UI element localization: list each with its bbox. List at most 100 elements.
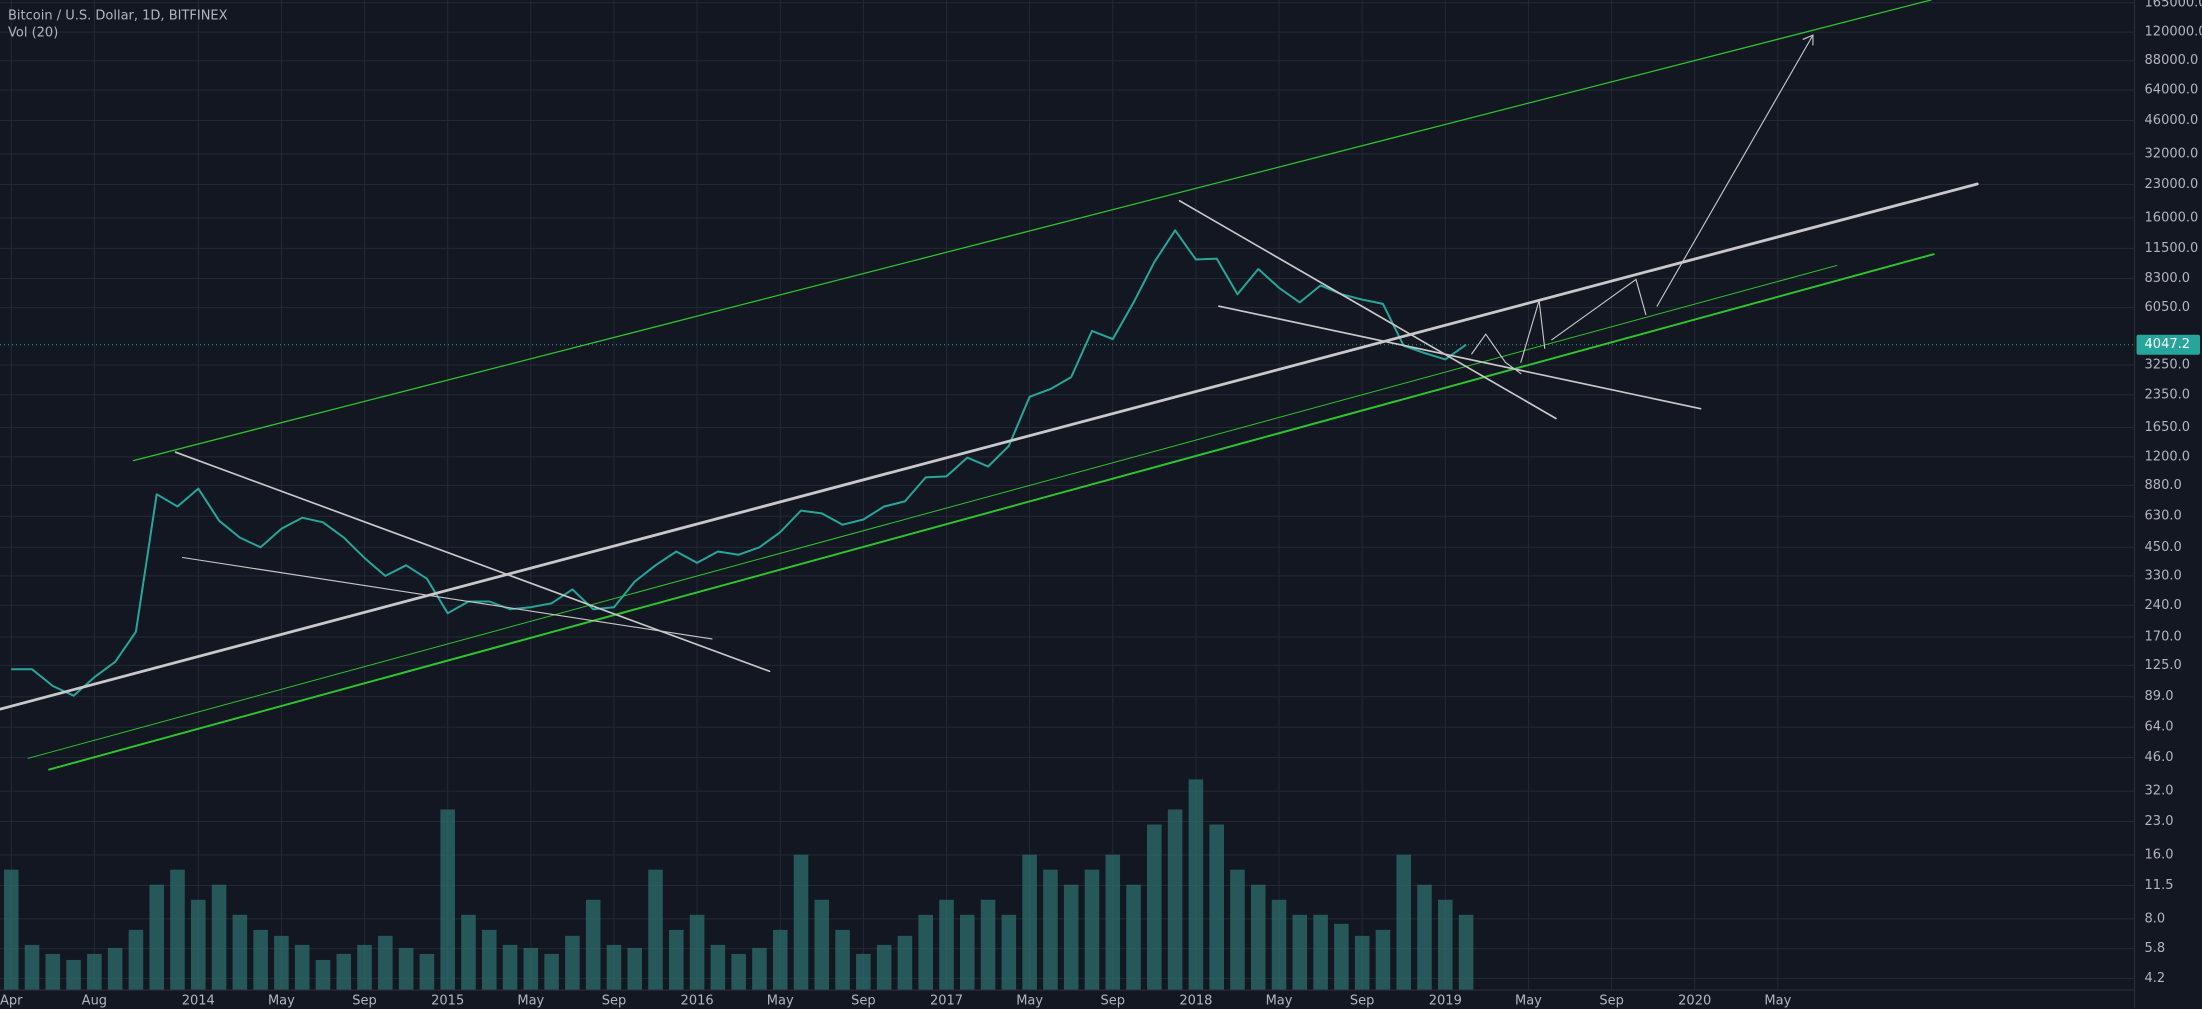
x-tick-label: May <box>1764 994 1791 1009</box>
x-tick-label: Apr <box>0 994 23 1009</box>
volume-bar <box>960 914 975 991</box>
volume-bar <box>502 944 518 991</box>
y-tick-label: 23.0 <box>2145 814 2174 829</box>
projection-arrow <box>1551 278 1647 341</box>
volume-bar <box>627 947 643 991</box>
y-tick-label: 3250.0 <box>2145 357 2191 372</box>
y-tick-label: 240.0 <box>2145 598 2182 613</box>
volume-bar <box>648 869 663 991</box>
x-tick-label: May <box>517 994 544 1009</box>
y-tick-label: 120000.0 <box>2145 25 2202 40</box>
volume-bar <box>1375 929 1391 991</box>
volume-bar <box>918 914 933 991</box>
volume-bar <box>274 935 289 991</box>
y-tick-label: 16000.0 <box>2145 210 2199 225</box>
y-tick-label: 32000.0 <box>2145 147 2199 162</box>
volume-bar <box>128 929 144 991</box>
volume-bar <box>378 935 393 991</box>
volume-bar <box>481 929 497 991</box>
y-tick-label: 165000.0 <box>2145 0 2202 10</box>
volume-bar <box>689 914 705 991</box>
trend-line <box>1178 199 1557 420</box>
volume-bar <box>606 944 622 991</box>
volume-bar <box>731 953 746 991</box>
projection-arrow <box>1520 300 1546 363</box>
channel-line <box>27 264 1838 759</box>
volume-bar <box>523 947 539 991</box>
volume-legend: Vol (20) <box>8 26 58 41</box>
volume-bar <box>440 809 455 991</box>
volume-bar <box>1292 914 1308 991</box>
volume-bar <box>461 914 476 991</box>
y-tick-label: 88000.0 <box>2145 53 2199 68</box>
y-tick-label: 6050.0 <box>2145 300 2191 315</box>
volume-bar <box>419 953 435 991</box>
channel-line <box>132 0 1932 462</box>
trend-line <box>1218 305 1702 410</box>
volume-bar <box>565 935 580 991</box>
volume-bar <box>315 959 331 991</box>
x-tick-label: Sep <box>1599 994 1624 1009</box>
volume-bar <box>1230 869 1245 991</box>
volume-bar <box>1147 824 1162 991</box>
volume-bar <box>1334 923 1349 991</box>
drawings <box>0 0 2136 1009</box>
volume-bar <box>253 929 268 991</box>
last-price-box <box>2136 334 2200 355</box>
volume-bar <box>149 884 164 991</box>
projection-arrow <box>1471 333 1522 375</box>
volume-bar <box>1417 884 1432 991</box>
y-tick-label: 8.0 <box>2145 911 2166 926</box>
x-tick-label: 2015 <box>431 994 464 1009</box>
volume-bar <box>939 899 954 991</box>
x-tick-label: May <box>268 994 295 1009</box>
x-tick-label: 2016 <box>681 994 714 1009</box>
volume-bar <box>87 953 102 991</box>
volume-bar <box>170 869 185 991</box>
volume-bar <box>772 929 788 991</box>
y-tick-label: 4.2 <box>2145 971 2166 986</box>
volume-bar <box>191 899 206 991</box>
x-tick-label: Sep <box>851 994 876 1009</box>
x-tick-label: 2020 <box>1678 994 1711 1009</box>
x-tick-label: Aug <box>82 994 107 1009</box>
volume-bar <box>1250 884 1266 991</box>
x-tick-label: Sep <box>602 994 627 1009</box>
last-price-label: 4047.2 <box>2145 337 2191 352</box>
x-tick-label: Sep <box>1350 994 1375 1009</box>
y-tick-label: 46000.0 <box>2145 113 2199 128</box>
volume-bar <box>835 929 850 991</box>
projection-arrow <box>1656 34 1814 307</box>
volume-bar <box>398 947 414 991</box>
y-tick-label: 64000.0 <box>2145 83 2199 98</box>
volume-bar <box>45 953 61 991</box>
volume-bar <box>1001 914 1017 991</box>
volume-bar <box>211 884 227 991</box>
volume-bar <box>1105 854 1121 991</box>
y-tick-label: 450.0 <box>2145 540 2182 555</box>
y-tick-label: 11.5 <box>2145 878 2174 893</box>
channel-line <box>48 253 1935 771</box>
volume-bar <box>752 947 767 991</box>
volume-bar <box>66 959 81 991</box>
volume-bar <box>1458 914 1474 991</box>
y-tick-label: 5.8 <box>2145 941 2166 956</box>
x-tick-label: 2019 <box>1429 994 1462 1009</box>
y-tick-label: 125.0 <box>2145 658 2182 673</box>
volume-bar <box>294 944 310 991</box>
volume-bar <box>1438 899 1453 991</box>
trend-line <box>174 451 771 673</box>
volume-bar <box>1271 899 1287 991</box>
volume-bar <box>357 944 372 991</box>
volume-bar <box>980 899 996 991</box>
volume-bar <box>1188 779 1204 991</box>
x-tick-label: May <box>1515 994 1542 1009</box>
y-tick-label: 2350.0 <box>2145 387 2191 402</box>
y-tick-label: 630.0 <box>2145 509 2182 524</box>
volume-bar <box>336 953 352 991</box>
x-tick-label: May <box>767 994 794 1009</box>
x-tick-label: Sep <box>1101 994 1126 1009</box>
